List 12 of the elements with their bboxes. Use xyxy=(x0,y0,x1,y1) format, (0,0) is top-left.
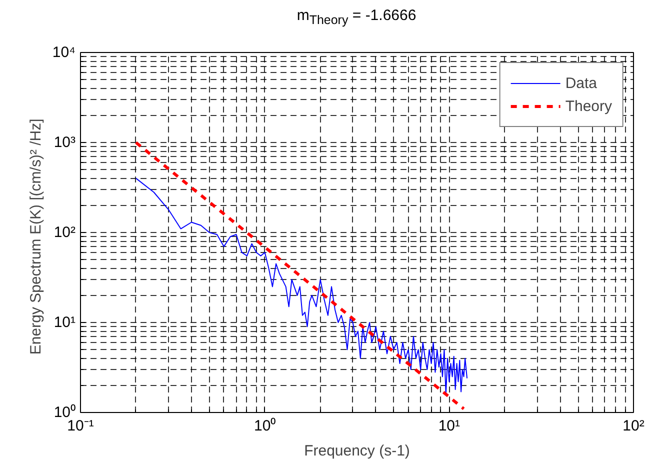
x-tick-label: 10⁰ xyxy=(254,418,276,434)
y-axis-title: Energy Spectrum E(K) [(cm/s)² /Hz] xyxy=(27,118,44,355)
x-tick-label: 10² xyxy=(622,418,644,434)
x-tick-label: 10¹ xyxy=(438,418,460,434)
legend-label: Data xyxy=(565,74,597,92)
legend-label: Theory xyxy=(565,98,612,114)
x-axis-title: Frequency (s-1) xyxy=(304,442,410,460)
y-tick-label: 10³ xyxy=(54,134,76,151)
y-tick-label: 10² xyxy=(54,224,76,241)
y-tick-label: 10⁴ xyxy=(52,44,76,61)
chart-title: m$_{Theory}$ = -1.6666 xyxy=(296,6,416,29)
y-tick-label: 10¹ xyxy=(54,314,76,331)
